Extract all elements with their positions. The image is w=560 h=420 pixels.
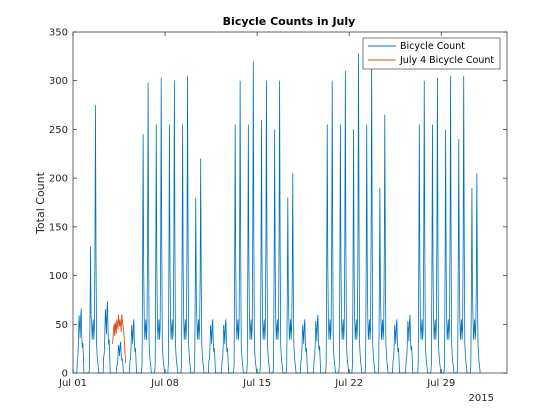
series-line-july4-count xyxy=(112,314,127,364)
y-tick-label: 150 xyxy=(49,222,68,233)
x-tick-label: Jul 08 xyxy=(150,378,179,389)
x-axis-ticks: Jul 01 Jul 08 Jul 15 Jul 22 Jul 29 xyxy=(58,32,455,389)
plot-area xyxy=(73,53,481,374)
y-tick-label: 300 xyxy=(49,76,68,87)
y-tick-label: 200 xyxy=(49,174,68,185)
y-axis-ticks: 0 50 100 150 200 250 300 350 xyxy=(49,28,507,380)
chart-title: Bicycle Counts in July xyxy=(223,15,356,28)
legend-label-july4-count: July 4 Bicycle Count xyxy=(399,55,494,66)
y-tick-label: 350 xyxy=(49,28,68,39)
legend-label-bicycle-count: Bicycle Count xyxy=(400,41,465,52)
x-tick-label: Jul 15 xyxy=(242,378,271,389)
x-tick-label: Jul 01 xyxy=(58,378,87,389)
axes-box xyxy=(72,31,508,374)
y-axis-label: Total Count xyxy=(34,171,47,235)
x-tick-label: Jul 29 xyxy=(426,378,455,389)
y-tick-label: 50 xyxy=(55,320,68,331)
y-tick-label: 250 xyxy=(49,125,68,136)
x-tick-label: Jul 22 xyxy=(334,378,363,389)
legend: Bicycle Count July 4 Bicycle Count xyxy=(362,37,501,70)
series-line-bicycle-count xyxy=(73,53,481,374)
x-axis-year-label: 2015 xyxy=(469,393,494,404)
legend-box xyxy=(362,37,501,70)
y-tick-label: 100 xyxy=(49,271,68,282)
y-tick-label: 0 xyxy=(62,369,68,380)
